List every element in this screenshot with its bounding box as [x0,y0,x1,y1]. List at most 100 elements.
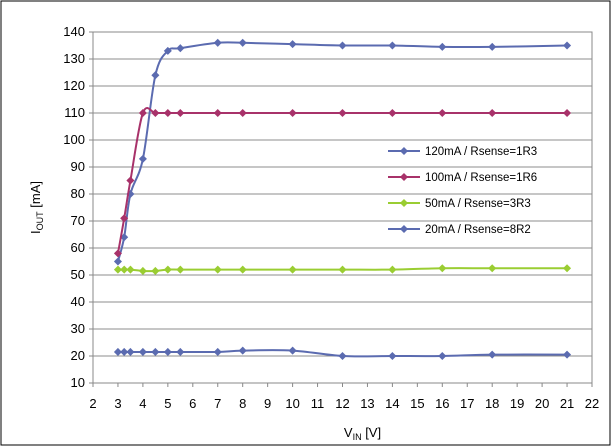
data-point [113,265,122,274]
data-point [163,347,172,356]
data-point [176,44,185,53]
y-tick-label: 10 [71,375,85,390]
data-point [163,46,172,55]
data-point [488,264,497,273]
data-point [113,347,122,356]
data-point [388,41,397,50]
legend-swatch-marker [399,172,409,182]
y-tick-label: 20 [71,348,85,363]
data-point [213,347,222,356]
x-tick-label: 21 [560,396,574,411]
data-point [138,108,147,118]
data-point [438,351,447,361]
plot-area [92,31,593,384]
data-point [288,108,297,118]
x-tick-label: 17 [460,396,474,411]
data-point [151,71,160,80]
data-point [563,108,572,118]
x-tick-label: 3 [114,396,121,411]
y-tick-label: 110 [64,105,85,120]
data-point [113,249,122,258]
y-tick-label: 140 [63,24,85,39]
legend: 120mA / Rsense=1R3 100mA / Rsense=1R6 50mA… [388,146,537,236]
y-axis-label-main: I [28,230,43,234]
data-point [151,347,160,356]
data-point [126,347,135,356]
data-point [338,41,347,50]
data-point [238,108,247,118]
data-point [288,265,297,274]
data-point [438,264,447,273]
legend-label: 120mA / Rsense=1R3 [425,146,537,158]
x-tick-label: 8 [239,396,246,411]
series-2 [113,107,572,258]
y-tick-label: 30 [71,321,85,336]
x-tick-label: 14 [385,396,399,411]
x-tick-label: 7 [214,396,221,411]
y-axis-label: IOUT [mA] [28,181,45,234]
x-axis-label: VIN [V] [344,425,381,442]
x-tick-label: 20 [535,396,549,411]
data-point [151,266,160,275]
data-point [488,42,497,51]
x-tick-label: 13 [360,396,374,411]
data-point [120,265,129,274]
x-tick-label: 10 [285,396,299,411]
data-point [563,264,572,273]
y-tick-label: 40 [71,294,85,309]
x-tick-label: 18 [485,396,499,411]
data-point [488,350,497,359]
x-tick-label: 4 [139,396,146,411]
data-point [338,351,347,361]
data-point [338,108,347,118]
legend-swatch-marker [399,224,409,234]
data-point [163,265,172,274]
data-point [563,41,572,50]
data-point [120,214,129,223]
legend-item: 120mA / Rsense=1R3 [388,146,537,158]
x-axis-label-unit: [V] [362,425,382,440]
x-tick-label: 22 [585,396,599,411]
data-point [176,108,185,118]
data-point [438,108,447,118]
data-point [120,347,129,356]
legend-label: 20mA / Rsense=8R2 [425,224,531,236]
data-point [238,38,247,47]
data-point [488,108,497,118]
y-tick-label: 90 [71,159,85,174]
data-point [388,265,397,274]
x-tick-label: 5 [164,396,171,411]
x-tick-label: 15 [410,396,424,411]
legend-label: 100mA / Rsense=1R6 [425,172,537,184]
x-tick-labels: 2 3 4 5 6 7 8 9 10 11 12 13 14 15 16 17 18 19 20 21 22 [89,383,599,411]
y-tick-labels: 10 20 30 40 50 60 70 80 90 100 110 120 130 140 [63,24,93,390]
data-point [388,351,397,361]
x-tick-label: 9 [264,396,271,411]
data-point [563,350,572,359]
data-point [288,40,297,49]
legend-swatch-marker [399,146,409,156]
x-tick-label: 16 [435,396,449,411]
y-tick-label: 130 [63,51,85,66]
legend-item: 100mA / Rsense=1R6 [388,172,537,184]
data-point [238,346,247,355]
y-axis-label-sub: OUT [35,211,45,231]
data-point [126,265,135,274]
data-point [138,347,147,356]
data-point [213,38,222,47]
x-tick-label: 12 [335,396,349,411]
x-tick-label: 19 [510,396,524,411]
series-layer [113,38,572,361]
data-point [388,108,397,118]
data-point [338,265,347,274]
data-point [213,108,222,118]
data-point [138,266,147,275]
y-tick-label: 70 [71,213,85,228]
legend-label: 50mA / Rsense=3R3 [425,198,531,210]
data-point [138,154,147,163]
y-tick-label: 100 [63,132,85,147]
legend-swatch-marker [399,198,409,208]
x-axis-label-sub: IN [353,432,362,442]
legend-item: 50mA / Rsense=3R3 [388,198,531,210]
